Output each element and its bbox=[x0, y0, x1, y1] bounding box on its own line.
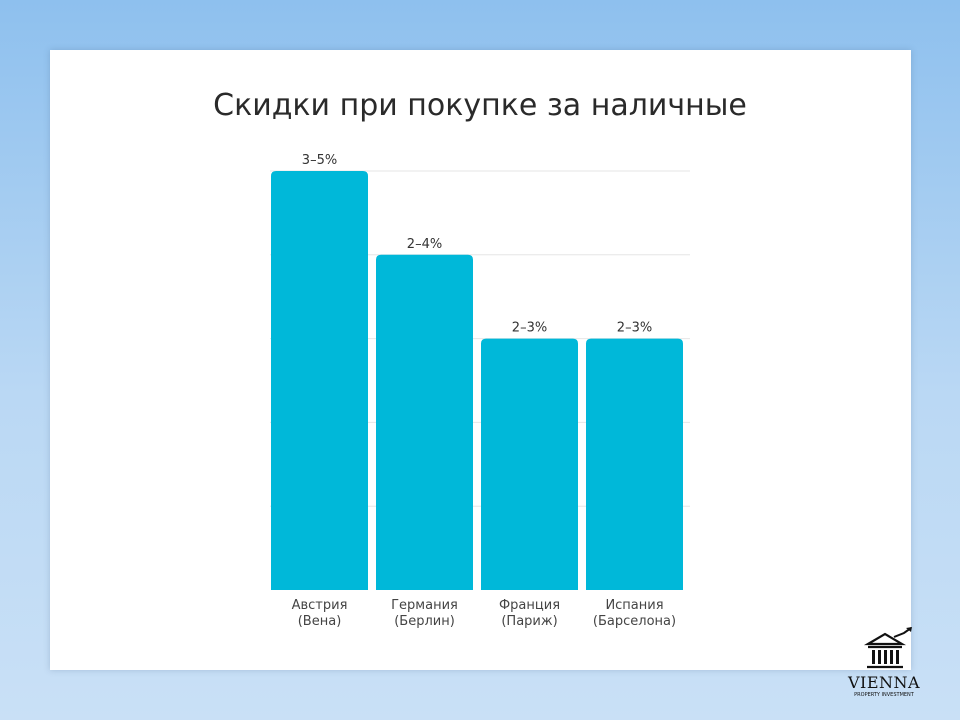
category-label: (Берлин) bbox=[394, 614, 455, 629]
bar bbox=[481, 338, 578, 590]
bar bbox=[586, 338, 683, 590]
category-label: Германия bbox=[391, 598, 458, 613]
slide-card bbox=[50, 50, 911, 670]
data-label: 2–4% bbox=[407, 237, 442, 252]
logo-subtitle: PROPERTY INVESTMENT bbox=[854, 692, 914, 698]
bar bbox=[376, 254, 473, 591]
category-label: (Париж) bbox=[501, 614, 557, 629]
chart-title: Скидки при покупке за наличные bbox=[213, 88, 747, 123]
data-label: 2–3% bbox=[617, 321, 652, 336]
category-label: (Вена) bbox=[298, 614, 342, 629]
bank-building-icon bbox=[863, 627, 912, 669]
bar bbox=[271, 171, 368, 590]
data-label: 3–5% bbox=[302, 153, 337, 168]
category-label: Испания bbox=[605, 598, 663, 613]
category-label: (Барселона) bbox=[593, 614, 676, 629]
logo-name: VIENNA bbox=[847, 673, 921, 692]
category-label: Франция bbox=[499, 598, 560, 613]
data-label: 2–3% bbox=[512, 321, 547, 336]
category-label: Австрия bbox=[292, 598, 348, 613]
